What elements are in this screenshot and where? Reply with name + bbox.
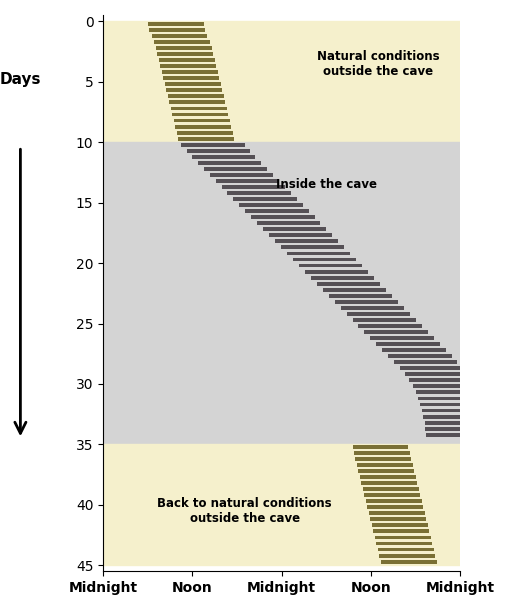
Bar [263,228,326,231]
Text: Days: Days [0,72,41,87]
Bar [274,240,337,243]
Bar [167,95,223,98]
Bar [148,22,203,26]
Bar [417,396,480,400]
Bar [160,64,216,68]
Bar [177,131,232,135]
Bar [171,107,227,110]
Bar [215,179,278,183]
Bar [157,52,213,56]
Bar [361,481,416,485]
Bar [346,312,409,316]
Bar [197,161,261,165]
Bar [412,384,475,389]
Bar [421,409,484,412]
Bar [382,348,445,352]
Bar [186,149,249,152]
Bar [358,469,413,473]
Bar [175,124,231,129]
Bar [365,499,421,503]
Bar [287,251,350,256]
Bar [424,421,487,425]
Text: Back to natural conditions
outside the cave: Back to natural conditions outside the c… [157,497,331,525]
Bar [159,58,214,62]
Bar [149,28,205,32]
Bar [364,493,419,497]
Bar [425,427,488,431]
Bar [191,155,254,159]
Bar [162,70,217,74]
Bar [415,390,478,394]
Text: Natural conditions
outside the cave: Natural conditions outside the cave [317,50,439,77]
Bar [151,34,207,38]
Bar [373,529,429,533]
Bar [358,324,421,328]
Bar [203,167,266,171]
Bar [304,270,367,273]
Bar [400,367,463,370]
Bar [368,511,424,515]
Bar [374,536,430,539]
Bar [166,88,222,92]
Bar [172,113,228,117]
Bar [334,300,397,304]
Bar [376,542,431,545]
Bar [245,209,308,213]
Bar [353,451,409,455]
Bar [371,523,427,527]
Bar [169,101,225,104]
Bar [239,203,302,207]
Bar [298,264,361,267]
Bar [181,143,244,146]
Bar [310,276,374,279]
Bar [174,118,229,123]
Bar [419,403,483,406]
Bar [154,40,209,44]
Bar [364,330,427,334]
Bar [269,234,332,237]
Bar [376,342,439,346]
Bar [233,197,296,201]
Bar [370,517,426,522]
Bar [103,445,460,565]
Bar [393,361,457,364]
Bar [316,282,379,285]
Bar [380,560,436,564]
Bar [328,294,391,298]
Bar [209,173,272,177]
Bar [366,505,422,509]
Bar [280,245,344,249]
Bar [355,457,410,461]
Bar [251,215,314,219]
Bar [292,257,355,262]
Bar [359,475,415,479]
Bar [422,415,486,418]
Bar [377,548,433,551]
Bar [379,554,434,558]
Bar [178,137,234,140]
Bar [404,372,467,376]
Bar [322,288,385,292]
Bar [362,487,418,491]
Bar [356,463,412,467]
Bar [352,445,408,449]
Bar [340,306,403,310]
Bar [221,185,284,189]
Bar [370,336,433,340]
Bar [352,318,415,322]
Text: Inside the cave: Inside the cave [275,178,376,191]
Bar [103,142,460,445]
Bar [408,378,471,382]
Bar [164,82,220,86]
Bar [387,354,450,358]
Bar [426,432,485,437]
Bar [156,46,211,50]
Bar [257,221,320,225]
Bar [103,21,460,142]
Bar [163,76,219,80]
Bar [227,191,290,195]
